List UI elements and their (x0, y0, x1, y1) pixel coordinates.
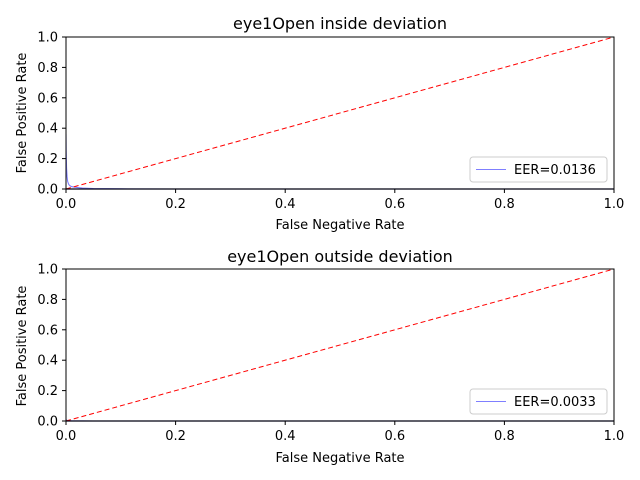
diagonal-reference-line (66, 269, 614, 421)
y-tick-label: 0.2 (37, 384, 58, 399)
legend: EER=0.0033 (469, 388, 608, 415)
legend-label: EER=0.0136 (514, 163, 596, 178)
y-tick-label: 0.2 (37, 152, 58, 167)
y-tick-label: 0.0 (37, 415, 58, 430)
x-axis-label: False Negative Rate (275, 218, 404, 233)
x-tick-label: 0.2 (165, 429, 186, 444)
diagonal-reference-line (66, 37, 614, 189)
y-tick-label: 0.8 (37, 61, 58, 76)
y-tick-label: 1.0 (37, 263, 58, 278)
y-tick-label: 0.6 (37, 323, 58, 338)
plot-area: 0.0 0.2 0.4 0.6 0.8 1.0 0.0 0.2 0.4 0.6 0.8 1.0 (37, 263, 624, 445)
x-tick-label: 0.0 (56, 197, 77, 212)
y-tick-label: 0.4 (37, 122, 58, 137)
x-tick-label: 0.8 (494, 197, 515, 212)
plot-area: 0.0 0.2 0.4 0.6 0.8 1.0 0.0 0.2 0.4 0.6 0.8 1.0 (37, 31, 624, 213)
x-tick-label: 0.4 (275, 429, 296, 444)
roc-series-line (66, 134, 614, 189)
y-axis-label: False Positive Rate (15, 286, 30, 407)
y-tick-label: 0.8 (37, 293, 58, 308)
x-tick-label: 0.8 (494, 429, 515, 444)
axes-frame (65, 268, 615, 422)
y-tick-label: 0.4 (37, 354, 58, 369)
x-tick-label: 1.0 (604, 197, 625, 212)
x-axis-label: False Negative Rate (275, 451, 404, 466)
chart-title: eye1Open outside deviation (227, 247, 453, 266)
chart-panel-inside-deviation: eye1Open inside deviation False Negative… (15, 14, 624, 233)
x-tick-label: 0.6 (384, 197, 405, 212)
legend-box (469, 388, 608, 415)
y-tick-label: 0.6 (37, 91, 58, 106)
y-tick-label: 0.0 (37, 183, 58, 198)
chart-panel-outside-deviation: eye1Open outside deviation False Negativ… (15, 247, 624, 466)
legend-label: EER=0.0033 (514, 395, 596, 410)
x-tick-label: 0.2 (165, 197, 186, 212)
x-tick-label: 0.6 (384, 429, 405, 444)
x-tick-label: 0.0 (56, 429, 77, 444)
y-tick-label: 1.0 (37, 31, 58, 46)
legend: EER=0.0136 (469, 156, 608, 183)
x-tick-label: 0.4 (275, 197, 296, 212)
x-tick-label: 1.0 (604, 429, 625, 444)
y-axis-label: False Positive Rate (15, 53, 30, 174)
legend-box (469, 156, 608, 183)
chart-title: eye1Open inside deviation (233, 14, 447, 33)
axes-frame (65, 36, 615, 190)
